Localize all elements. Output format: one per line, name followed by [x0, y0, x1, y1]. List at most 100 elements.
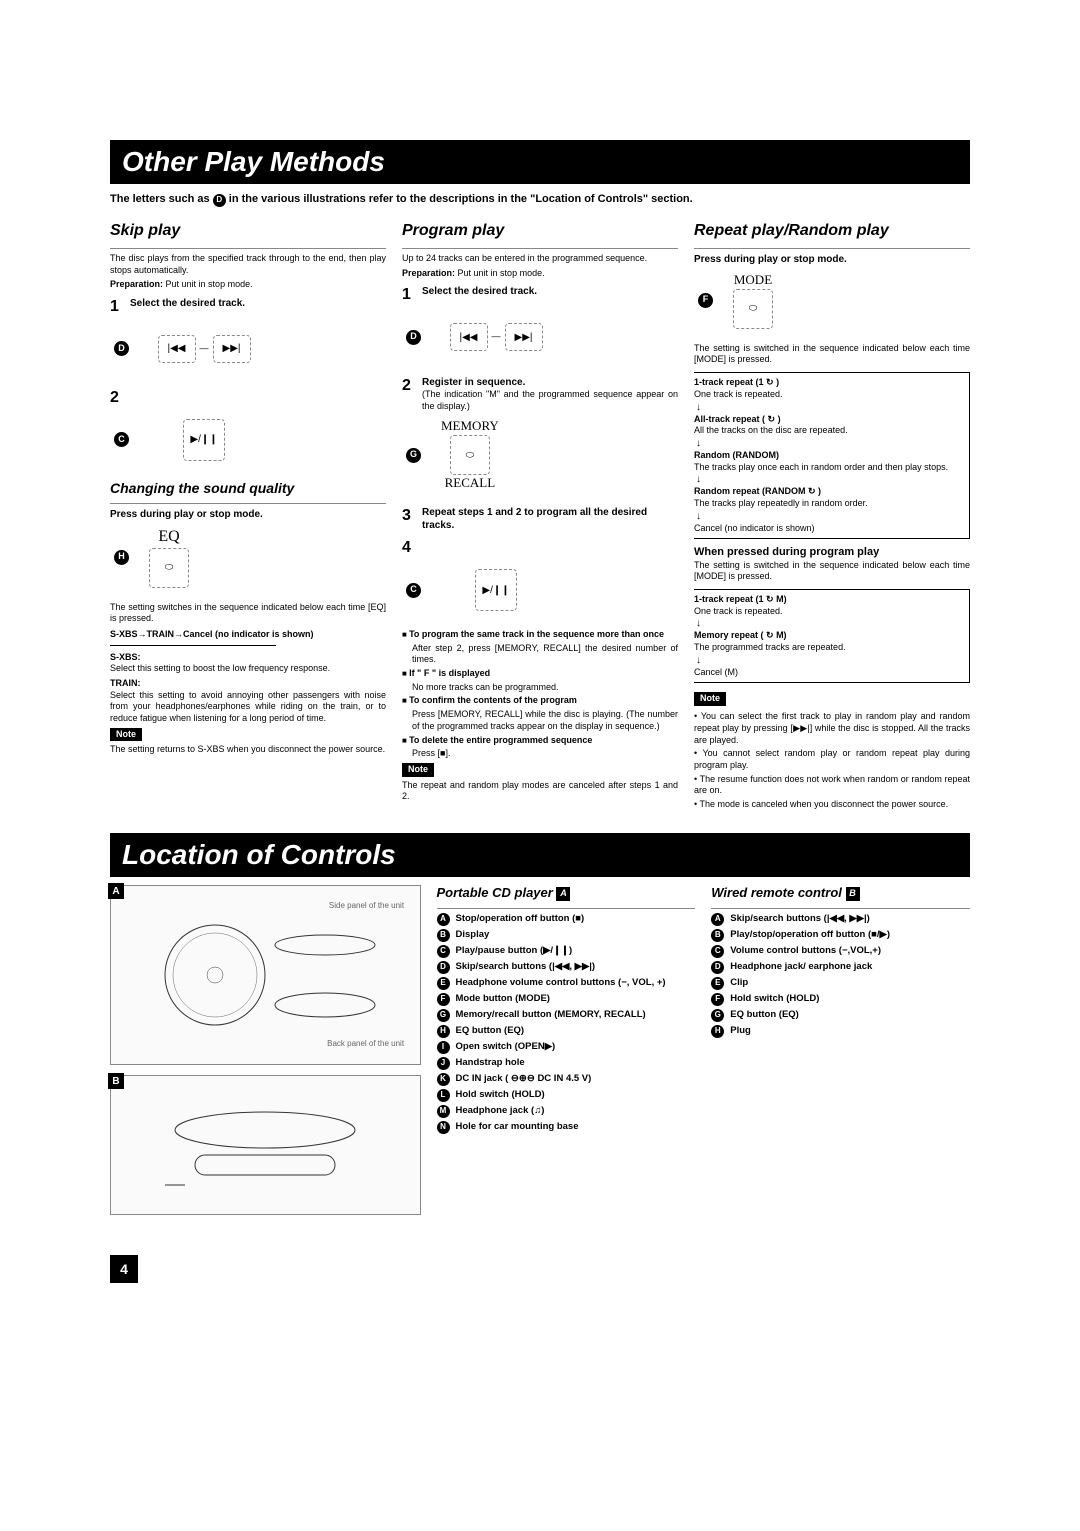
prog-b3: To confirm the contents of the program — [402, 695, 678, 707]
control-item: J Handstrap hole — [437, 1057, 696, 1070]
control-item: BPlay/stop/operation off button (■/▶) — [711, 929, 970, 942]
page-number: 4 — [110, 1255, 138, 1283]
skip-play-col: Skip play The disc plays from the specif… — [110, 221, 386, 813]
memory-label: MEMORY — [441, 418, 499, 435]
remote-diagram — [110, 1075, 421, 1215]
control-item: H EQ button (EQ) — [437, 1025, 696, 1038]
control-item: C Play/pause button (▶/❙❙) — [437, 945, 696, 958]
control-item: A Skip/search buttons (|◀◀, ▶▶|) — [711, 913, 970, 926]
control-item: F Mode button (MODE) — [437, 993, 696, 1006]
control-text: Mode button (MODE) — [456, 993, 696, 1006]
control-text: Plug — [730, 1025, 970, 1038]
control-letter: C — [711, 945, 724, 958]
prog-step1-text: Select the desired track. — [422, 285, 678, 298]
control-letter: M — [437, 1105, 450, 1118]
control-item: EHeadphone volume control buttons (−, VO… — [437, 977, 696, 990]
control-text: Play/pause button (▶/❙❙) — [456, 945, 696, 958]
prog-step2-sub: (The indication "M" and the programmed s… — [422, 389, 678, 412]
control-letter: F — [711, 993, 724, 1006]
r1-sub: One track is repeated. — [694, 389, 963, 401]
control-text: Handstrap hole — [456, 1057, 696, 1070]
control-text: Headphone jack (♫) — [456, 1105, 696, 1118]
program-title: Program play — [402, 221, 678, 242]
step-num-1: 1 — [110, 297, 124, 318]
control-letter: A — [711, 913, 724, 926]
prog-b4-sub: Press [■]. — [412, 748, 678, 760]
prog-b4: To delete the entire programmed sequence — [402, 735, 678, 747]
intro-text: The letters such as D The letters such a… — [110, 192, 970, 207]
control-letter: E — [437, 977, 450, 990]
control-item: BDisplay — [437, 929, 696, 942]
prog-mode-title: When pressed during program play — [694, 545, 970, 559]
prog-b3-sub: Press [MEMORY, RECALL] while the disc is… — [412, 709, 678, 732]
control-letter: H — [711, 1025, 724, 1038]
letter-h: H — [114, 550, 129, 565]
skip-step1: Select the desired track. — [130, 297, 386, 310]
repeat-n2: You cannot select random play or random … — [694, 748, 970, 771]
control-letter: B — [711, 929, 724, 942]
control-text: Skip/search buttons (|◀◀, ▶▶|) — [730, 913, 970, 926]
prep-label: Preparation: — [110, 279, 163, 289]
train-desc: Select this setting to avoid annoying ot… — [110, 690, 386, 725]
skip-title: Skip play — [110, 221, 386, 242]
control-letter: N — [437, 1121, 450, 1134]
r3-sub: The tracks play once each in random orde… — [694, 462, 963, 474]
repeat-press: Press during play or stop mode. — [694, 253, 970, 266]
control-letter: I — [437, 1041, 450, 1054]
control-text: Skip/search buttons (|◀◀, ▶▶|) — [456, 961, 696, 974]
control-text: Volume control buttons (−,VOL,+) — [730, 945, 970, 958]
prog-b1-sub: After step 2, press [MEMORY, RECALL] the… — [412, 643, 678, 666]
r4: Random repeat (RANDOM ↻ ) — [694, 486, 963, 498]
p1-sub: One track is repeated. — [694, 606, 963, 618]
r3: Random (RANDOM) — [694, 450, 963, 462]
remote-title: Wired remote control B — [711, 885, 970, 902]
letter-c-2: C — [406, 583, 421, 598]
skip-note-text: The setting returns to S-XBS when you di… — [110, 744, 386, 756]
r2-sub: All the tracks on the disc are repeated. — [694, 425, 963, 437]
cd-player-diagram: Side panel of the unit Back panel of the… — [110, 885, 421, 1065]
letter-g: G — [406, 448, 421, 463]
control-letter: F — [437, 993, 450, 1006]
control-letter: K — [437, 1073, 450, 1086]
control-letter: C — [437, 945, 450, 958]
r1: 1-track repeat (1 ↻ ) — [694, 377, 963, 389]
repeat-n3: The resume function does not work when r… — [694, 774, 970, 797]
control-text: EQ button (EQ) — [456, 1025, 696, 1038]
control-item: H Plug — [711, 1025, 970, 1038]
sxbs-label: S-XBS: — [110, 652, 386, 664]
control-item: G EQ button (EQ) — [711, 1009, 970, 1022]
control-item: EClip — [711, 977, 970, 990]
control-text: Headphone jack/ earphone jack — [730, 961, 970, 974]
prog-note-text: The repeat and random play modes are can… — [402, 780, 678, 803]
prog-step-4: 4 — [402, 538, 416, 559]
control-text: Clip — [730, 977, 970, 990]
control-letter: J — [437, 1057, 450, 1070]
control-letter: G — [711, 1009, 724, 1022]
control-text: DC IN jack ( ⊖⊕⊖ DC IN 4.5 V) — [456, 1073, 696, 1086]
control-letter: G — [437, 1009, 450, 1022]
diagrams-col: A Side panel of the unit Back panel of t… — [110, 885, 421, 1225]
repeat-n4: The mode is canceled when you disconnect… — [694, 799, 970, 811]
control-item: N Hole for car mounting base — [437, 1121, 696, 1134]
train-label: TRAIN: — [110, 678, 386, 690]
control-text: EQ button (EQ) — [730, 1009, 970, 1022]
step-num-2: 2 — [110, 388, 124, 409]
control-letter: H — [437, 1025, 450, 1038]
remote-controls-col: Wired remote control B A Skip/search butt… — [711, 885, 970, 1225]
recall-label: RECALL — [441, 475, 499, 492]
prog-b2: If " F " is displayed — [402, 668, 678, 680]
program-desc: Up to 24 tracks can be entered in the pr… — [402, 253, 678, 265]
control-text: Memory/recall button (MEMORY, RECALL) — [456, 1009, 696, 1022]
sound-title: Changing the sound quality — [110, 479, 386, 497]
control-item: IOpen switch (OPEN▶) — [437, 1041, 696, 1054]
section-header-location: Location of Controls — [110, 833, 970, 877]
prep-label-2: Preparation: — [402, 268, 455, 278]
repeat-n1: You can select the first track to play i… — [694, 711, 970, 746]
control-text: Hole for car mounting base — [456, 1121, 696, 1134]
control-item: DSkip/search buttons (|◀◀, ▶▶|) — [437, 961, 696, 974]
prog-b2-sub: No more tracks can be programmed. — [412, 682, 678, 694]
control-text: Display — [456, 929, 696, 942]
control-text: Hold switch (HOLD) — [456, 1089, 696, 1102]
prog-step3-text: Repeat steps 1 and 2 to program all the … — [422, 506, 678, 532]
control-letter: A — [437, 913, 450, 926]
